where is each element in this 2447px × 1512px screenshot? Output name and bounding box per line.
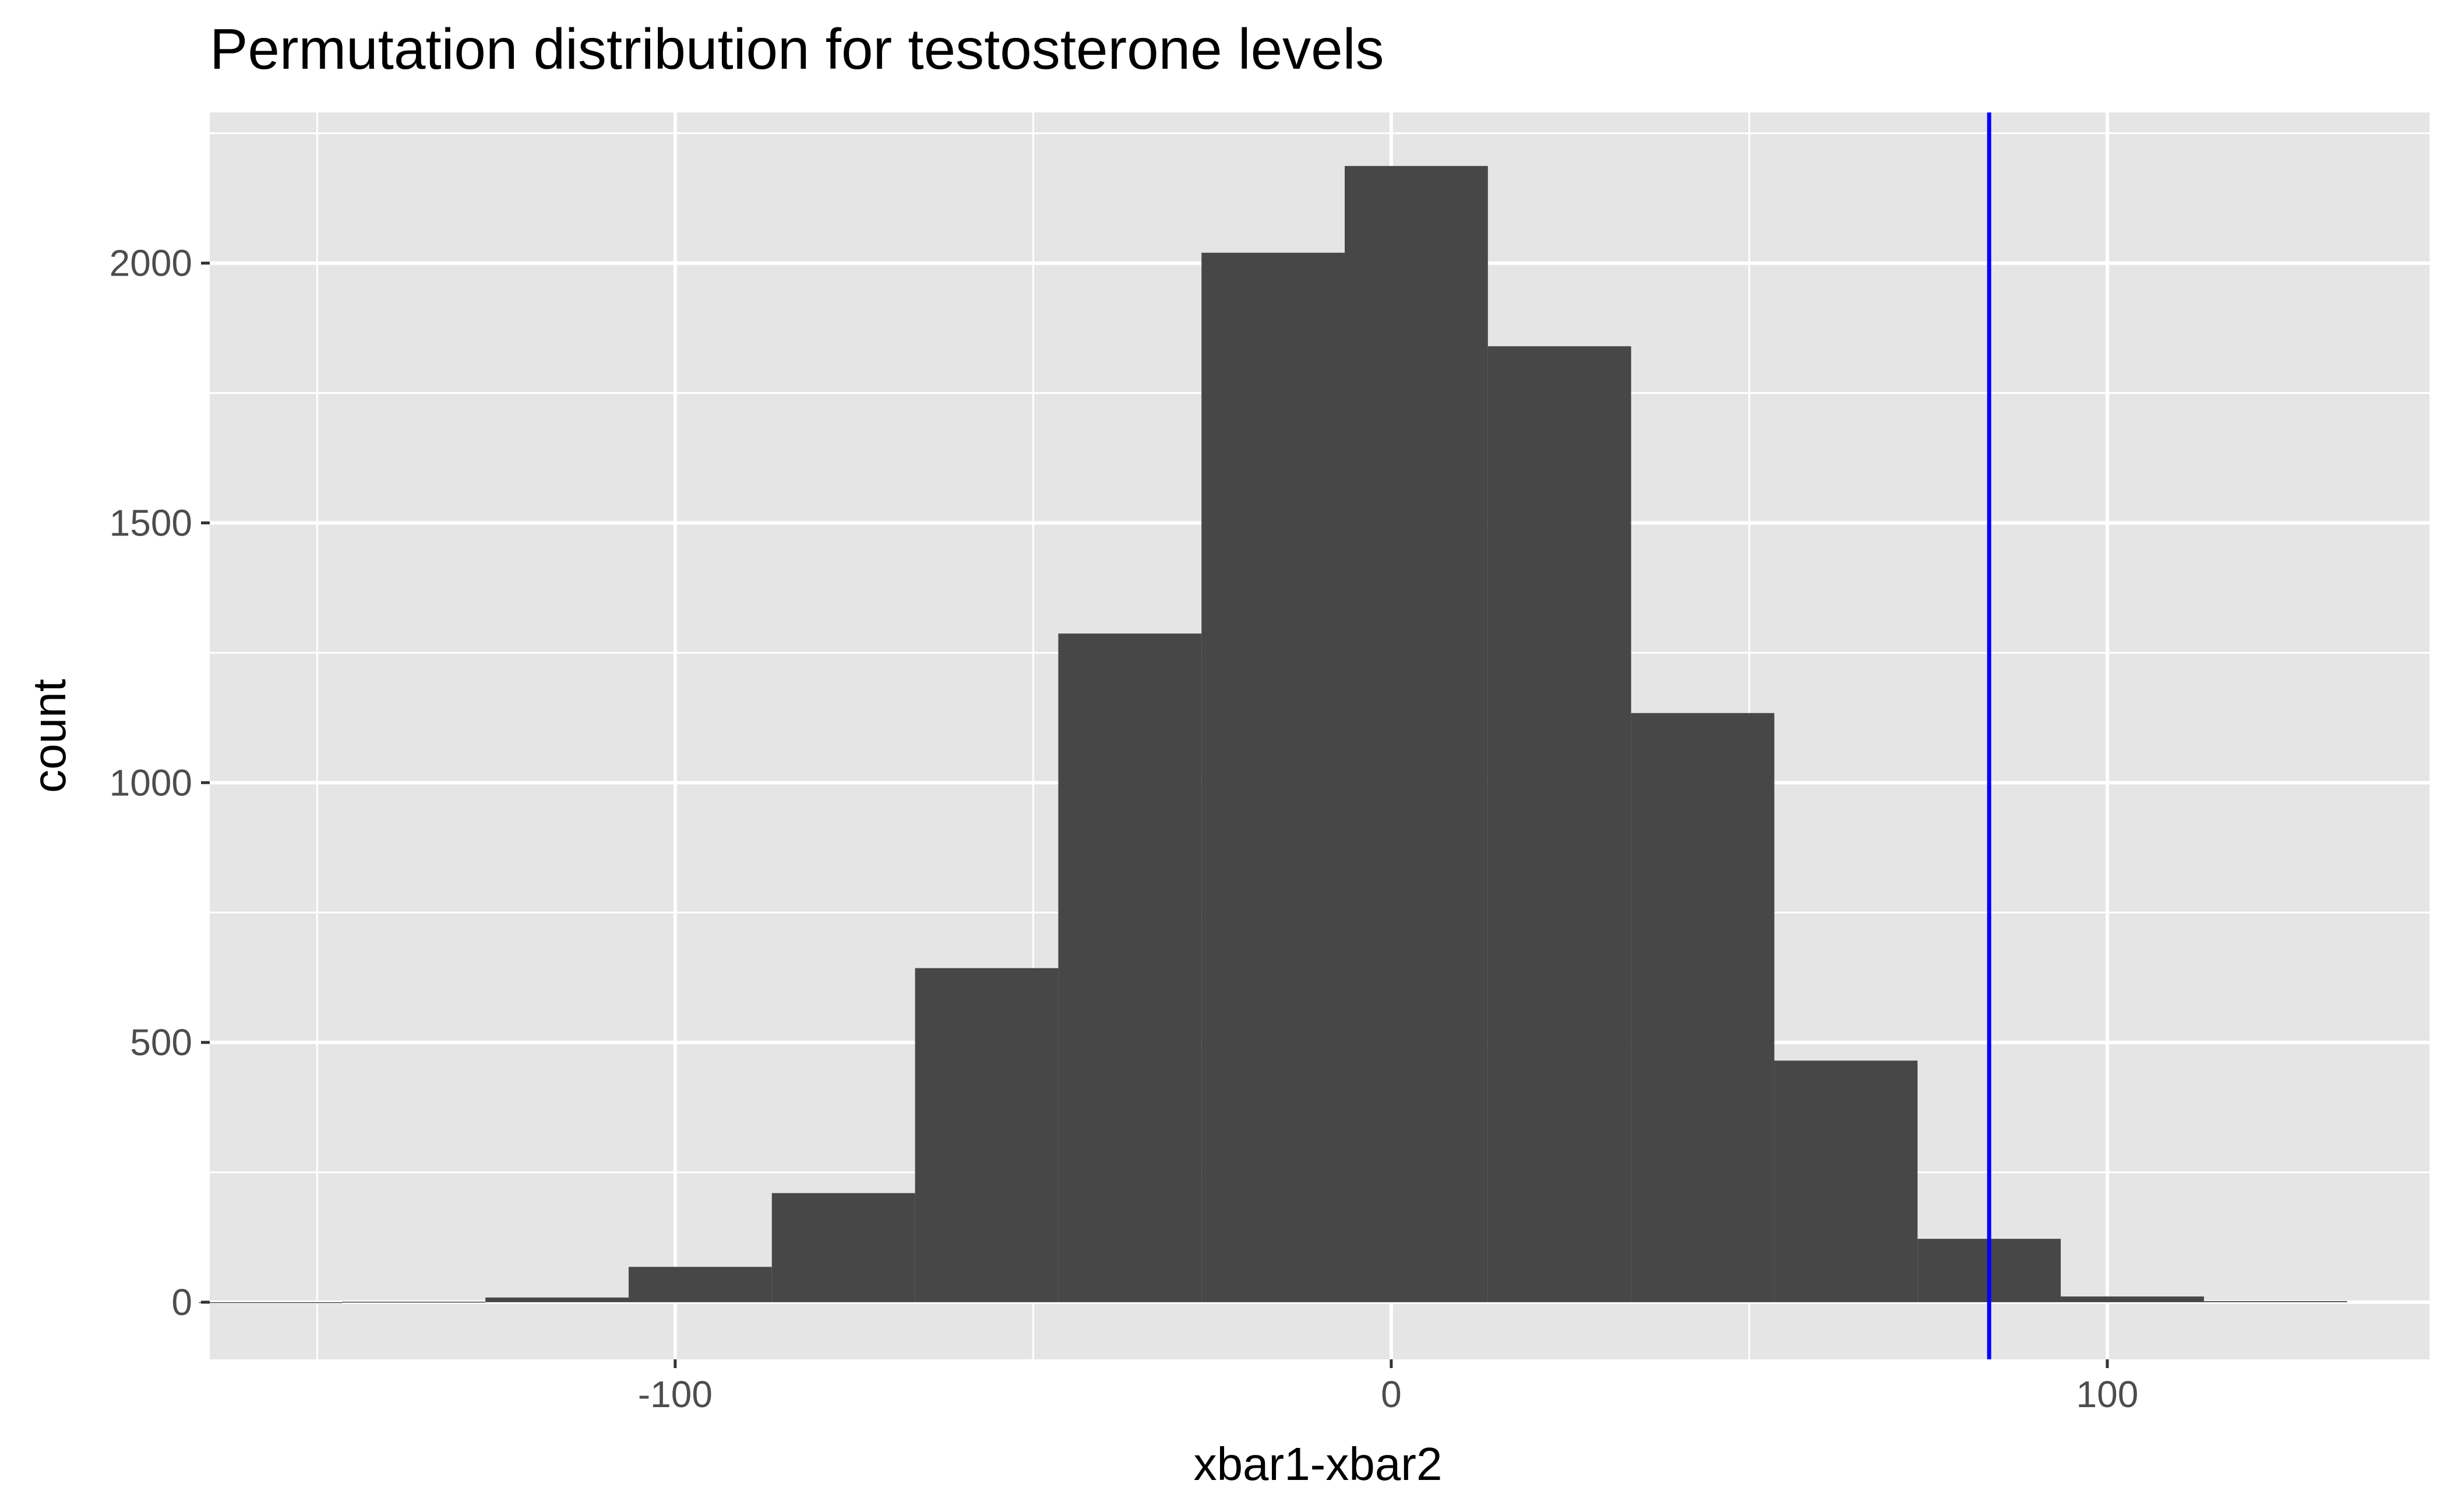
histogram-bar [771,1193,915,1302]
histogram-bar [1487,346,1631,1302]
histogram-bar [2203,1301,2347,1302]
y-axis: 0 500 1000 1500 2000 [110,242,210,1323]
histogram-bar [1631,713,1775,1302]
x-axis-title: xbar1-xbar2 [1194,1438,1443,1490]
x-tick-label: 0 [1381,1373,1402,1415]
histogram-bar [1058,633,1202,1302]
x-axis: -100 0 100 [638,1359,2139,1415]
histogram-bar [485,1297,629,1302]
histogram-bar [199,1302,343,1303]
y-tick-label: 1500 [110,502,192,544]
y-tick-label: 0 [171,1281,192,1323]
histogram-bar [1345,165,1488,1302]
histogram-bar [342,1302,486,1303]
histogram-bar [628,1267,772,1302]
histogram-bar [2061,1296,2204,1302]
histogram-bar [1201,252,1345,1302]
x-tick-label: -100 [638,1373,713,1415]
chart-title: Permutation distribution for testosteron… [210,17,1384,81]
y-tick-label: 2000 [110,242,192,284]
histogram-bar [915,968,1059,1302]
histogram-bars [199,165,2347,1303]
y-tick-label: 1000 [110,762,192,803]
x-tick-label: 100 [2076,1373,2139,1415]
y-axis-title: count [23,679,75,793]
y-tick-label: 500 [130,1021,192,1063]
histogram-bar [1774,1060,1918,1302]
